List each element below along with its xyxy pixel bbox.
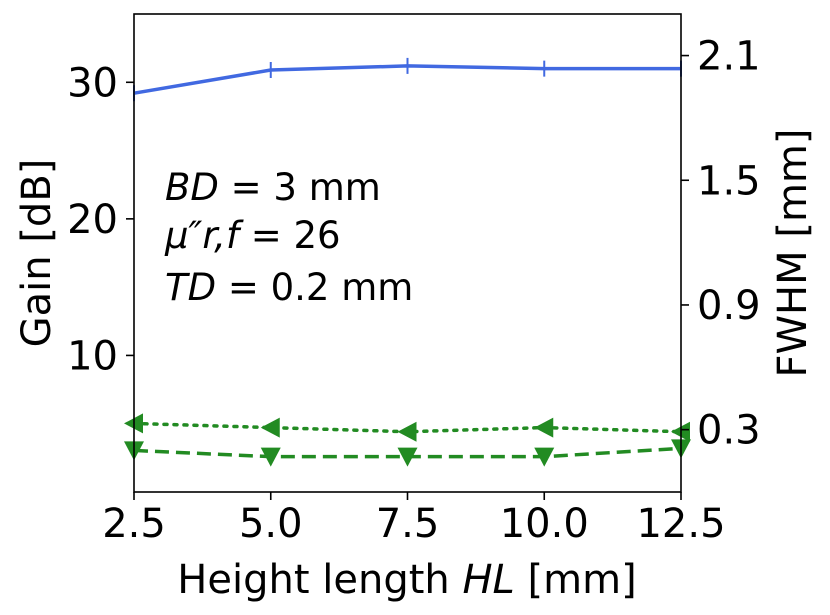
series-2-marker bbox=[260, 447, 281, 467]
y2-tick-label: 2.1 bbox=[697, 34, 761, 80]
annotation-mu: μ″r,f = 26 bbox=[164, 214, 341, 257]
series-2-marker bbox=[534, 447, 555, 467]
series-1-marker bbox=[260, 417, 280, 438]
ticks-layer: 2.5 5.0 7.5 10.0 12.5 10 20 30 0.3 0.9 1.5 2.1 bbox=[67, 34, 761, 547]
series-layer bbox=[124, 57, 691, 467]
y2-tick-label: 0.9 bbox=[697, 283, 761, 329]
y-tick-label: 10 bbox=[67, 333, 118, 379]
series-2-marker bbox=[397, 447, 418, 467]
x-tick-label: 12.5 bbox=[636, 501, 725, 547]
x-tick-label: 2.5 bbox=[102, 501, 166, 547]
y-axis-label: Gain [dB] bbox=[14, 159, 60, 348]
y2-axis-label: FWHM [mm] bbox=[770, 128, 816, 377]
x-axis-label: Height length HL [mm] bbox=[177, 557, 636, 603]
annotation-td: TD = 0.2 mm bbox=[165, 266, 413, 309]
series-1-marker bbox=[534, 417, 554, 438]
y2-tick-label: 1.5 bbox=[697, 158, 761, 204]
annotation-block: BD = 3 mm μ″r,f = 26 TD = 0.2 mm bbox=[164, 166, 413, 309]
annotation-bd: BD = 3 mm bbox=[165, 166, 381, 209]
y-tick-label: 20 bbox=[67, 197, 118, 243]
series-1-marker bbox=[397, 421, 417, 442]
x-tick-label: 10.0 bbox=[500, 501, 589, 547]
y2-tick-label: 0.3 bbox=[697, 408, 761, 454]
y-tick-label: 30 bbox=[67, 60, 118, 106]
x-tick-label: 7.5 bbox=[376, 501, 440, 547]
x-tick-label: 5.0 bbox=[239, 501, 303, 547]
